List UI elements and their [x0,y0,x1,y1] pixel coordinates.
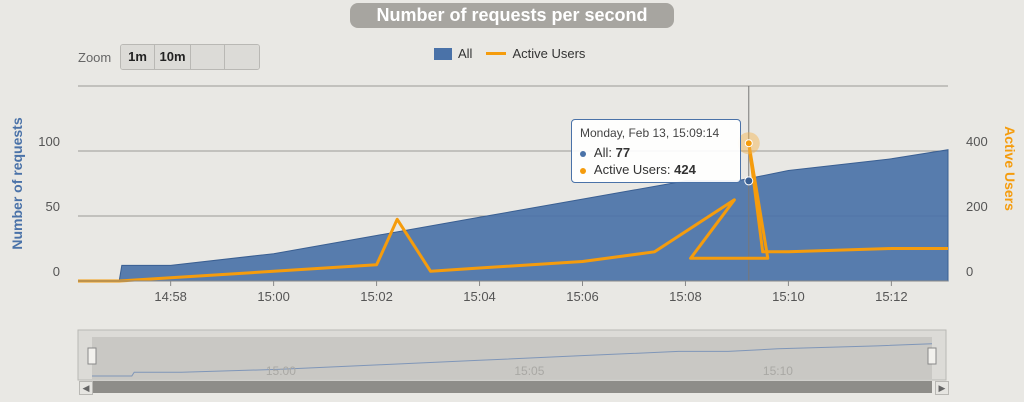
x-tick-label: 14:58 [154,289,187,304]
legend-all-swatch [434,47,452,60]
navigator-left-handle [87,347,97,365]
x-tick-label: 15:04 [463,289,496,304]
series-all-area [78,149,949,282]
zoom-button-group: 1m 10m [120,44,260,70]
tooltip-all-label: All: [593,145,612,160]
navigator-selection [92,337,932,379]
x-tick-label: 15:10 [772,289,805,304]
zoom-button-4[interactable] [225,45,259,69]
tooltip-users-value: 424 [674,162,696,177]
y-right-tick-label: 200 [966,199,988,214]
navigator-scrollbar-thumb [92,381,932,393]
legend-active-users-label[interactable]: Active Users [512,46,586,61]
y-left-tick-label: 100 [38,134,60,149]
hover-point-active-users [744,139,753,148]
tooltip-users-row: Active Users: 424 [580,161,732,178]
navigator-tick-label: 15:00 [266,364,296,378]
navigator-right-handle [927,347,937,365]
navigator-scroll-left-button[interactable]: ◀ [79,381,93,395]
x-tick-label: 15:02 [360,289,393,304]
chart-title: Number of requests per second [350,3,674,28]
zoom-1m-button[interactable]: 1m [121,45,155,69]
navigator-tick-label: 15:10 [763,364,793,378]
y-left-tick-label: 0 [53,264,60,279]
navigator-scroll-right-button[interactable]: ▶ [935,381,949,395]
zoom-button-3[interactable] [191,45,225,69]
x-tick-label: 15:06 [566,289,599,304]
y-left-axis-title: Number of requests [9,117,25,249]
y-right-axis-title: Active Users [1002,126,1018,211]
x-tick-label: 15:08 [669,289,702,304]
y-right-tick-label: 400 [966,134,988,149]
navigator-tick-label: 15:05 [514,364,544,378]
tooltip-all-row: All: 77 [580,144,732,161]
navigator-series-line [92,343,933,377]
zoom-10m-button[interactable]: 10m [155,45,191,69]
zoom-label: Zoom [78,50,112,65]
legend-active-users-swatch [486,52,507,55]
hover-point-all [744,176,754,186]
tooltip-all-dot [580,150,586,157]
tooltip: Monday, Feb 13, 15:09:14 All: 77 Active … [571,119,741,183]
y-right-tick-label: 0 [966,264,973,279]
series-active-users-line [78,141,948,283]
legend-all-label[interactable]: All [458,46,473,61]
tooltip-users-dot [580,167,586,174]
x-tick-label: 15:00 [257,289,290,304]
legend: All Active Users [434,46,585,61]
y-left-tick-label: 50 [46,199,60,214]
tooltip-users-label: Active Users: [593,162,671,177]
tooltip-date: Monday, Feb 13, 15:09:14 [580,126,720,140]
x-tick-label: 15:12 [875,289,908,304]
tooltip-all-value: 77 [615,145,631,160]
